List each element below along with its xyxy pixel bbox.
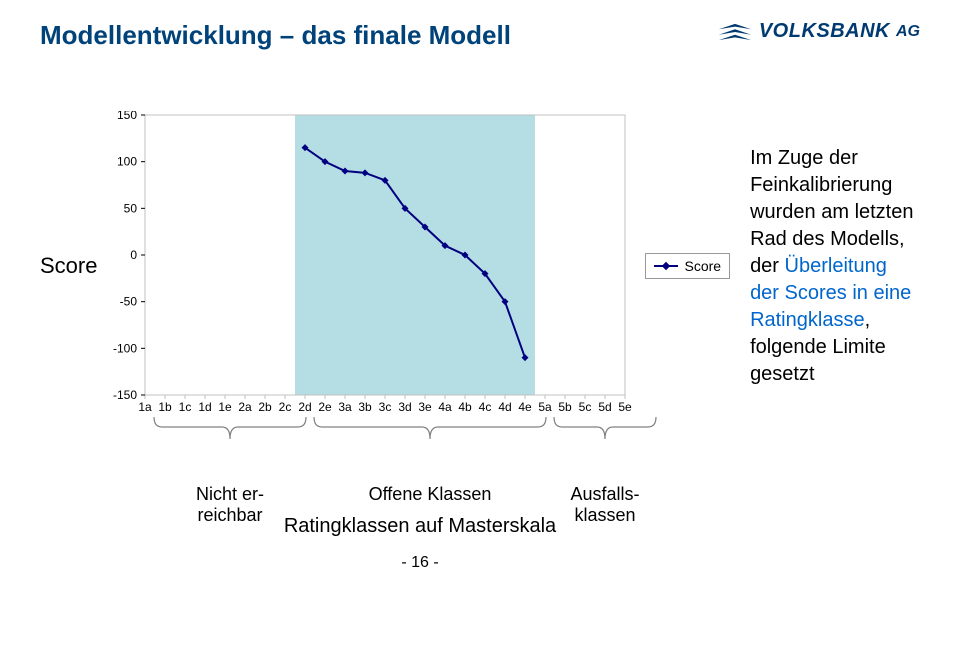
svg-text:1c: 1c [179, 400, 192, 414]
header: Modellentwicklung – das finale Modell VO… [40, 20, 920, 51]
svg-text:2c: 2c [279, 400, 292, 414]
svg-text:-150: -150 [113, 388, 137, 402]
brace-label: Nicht er-reichbar [150, 484, 310, 526]
legend-series-swatch [654, 265, 678, 267]
svg-text:3c: 3c [379, 400, 392, 414]
svg-text:4d: 4d [499, 400, 512, 414]
svg-text:4a: 4a [439, 400, 453, 414]
main-row: Score 150 100 50 0 -50 -100 -1501a 1b 1c 1d 1e 2a 2b… [40, 111, 920, 421]
svg-text:2a: 2a [239, 400, 253, 414]
svg-text:5e: 5e [619, 400, 633, 414]
svg-text:3b: 3b [359, 400, 373, 414]
brace-annotations: Nicht er-reichbarOffene KlassenAusfalls-… [150, 415, 660, 485]
page-title: Modellentwicklung – das finale Modell [40, 20, 511, 51]
svg-text:4b: 4b [459, 400, 473, 414]
svg-text:3a: 3a [339, 400, 353, 414]
svg-text:-50: -50 [120, 295, 138, 309]
legend-series-label: Score [684, 258, 721, 274]
svg-text:100: 100 [117, 155, 137, 169]
brace-labels-row: Nicht er-reichbarOffene KlassenAusfalls-… [150, 484, 660, 526]
svg-text:2e: 2e [319, 400, 333, 414]
svg-text:1d: 1d [199, 400, 212, 414]
svg-text:-100: -100 [113, 341, 137, 355]
y-axis-label: Score [40, 253, 99, 279]
side-description: Im Zuge der Feinkalibrierung wurden am l… [750, 145, 920, 388]
side-l2: Feinkalibrierung [750, 174, 892, 196]
svg-text:3d: 3d [399, 400, 412, 414]
volksbank-logo-icon [717, 22, 753, 42]
page-number: - 16 - [0, 554, 920, 572]
side-l1: Im Zuge der [750, 147, 858, 169]
logo: VOLKSBANK AG [717, 20, 920, 43]
svg-text:4e: 4e [519, 400, 533, 414]
chart: 150 100 50 0 -50 -100 -1501a 1b 1c 1d 1e 2a 2b 2c 2d 2e… [99, 111, 635, 421]
svg-text:50: 50 [124, 201, 138, 215]
svg-text:4c: 4c [479, 400, 492, 414]
logo-text: VOLKSBANK [759, 20, 890, 43]
braces-svg [150, 415, 660, 445]
brace-label: Offene Klassen [310, 484, 550, 526]
svg-text:150: 150 [117, 111, 137, 122]
svg-text:5a: 5a [539, 400, 553, 414]
line-chart-svg: 150 100 50 0 -50 -100 -1501a 1b 1c 1d 1e 2a 2b 2c 2d 2e… [99, 111, 635, 421]
svg-text:1b: 1b [159, 400, 173, 414]
svg-text:0: 0 [131, 248, 138, 262]
legend: Score [645, 253, 730, 279]
side-l3: wurden am [750, 201, 849, 223]
svg-text:5d: 5d [599, 400, 612, 414]
svg-text:5b: 5b [559, 400, 573, 414]
logo-suffix: AG [896, 23, 920, 41]
svg-text:1a: 1a [139, 400, 153, 414]
svg-text:5c: 5c [579, 400, 592, 414]
brace-label: Ausfalls-klassen [550, 484, 660, 526]
svg-text:2b: 2b [259, 400, 273, 414]
svg-text:2d: 2d [299, 400, 312, 414]
svg-text:3e: 3e [419, 400, 433, 414]
svg-text:1e: 1e [219, 400, 233, 414]
